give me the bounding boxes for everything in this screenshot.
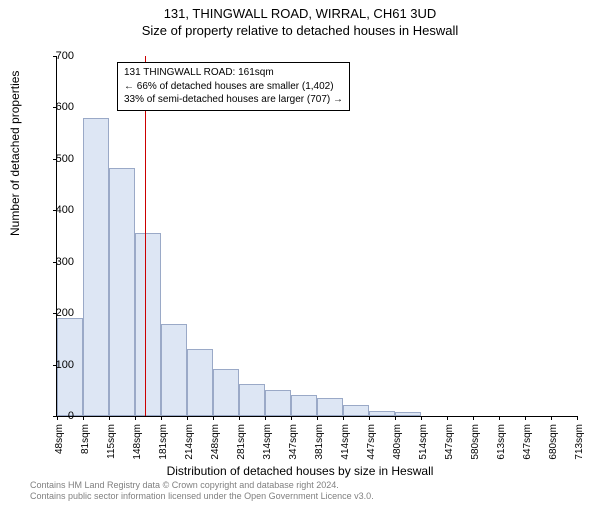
y-axis-label: Number of detached properties bbox=[8, 71, 22, 236]
histogram-bar bbox=[343, 405, 369, 416]
y-tick-label: 600 bbox=[44, 101, 74, 113]
plot-region: 48sqm81sqm115sqm148sqm181sqm214sqm248sqm… bbox=[56, 56, 577, 417]
x-tick-label: 580sqm bbox=[470, 424, 481, 460]
annotation-line: 131 THINGWALL ROAD: 161sqm bbox=[124, 66, 343, 80]
x-tick-label: 647sqm bbox=[522, 424, 533, 460]
y-tick-label: 700 bbox=[44, 50, 74, 62]
annotation-line: 33% of semi-detached houses are larger (… bbox=[124, 93, 343, 107]
x-tick-label: 214sqm bbox=[184, 424, 195, 460]
y-tick-label: 200 bbox=[44, 307, 74, 319]
annotation-line: ← 66% of detached houses are smaller (1,… bbox=[124, 80, 343, 94]
histogram-bar bbox=[239, 384, 265, 416]
x-tick-label: 48sqm bbox=[54, 424, 65, 454]
y-tick-label: 100 bbox=[44, 359, 74, 371]
histogram-bar bbox=[83, 118, 109, 416]
x-tick-label: 248sqm bbox=[210, 424, 221, 460]
histogram-bar bbox=[135, 233, 161, 416]
x-tick-label: 447sqm bbox=[366, 424, 377, 460]
y-tick-label: 500 bbox=[44, 153, 74, 165]
x-tick-label: 414sqm bbox=[340, 424, 351, 460]
x-tick-label: 115sqm bbox=[106, 424, 117, 459]
x-tick-label: 148sqm bbox=[132, 424, 143, 460]
histogram-bar bbox=[213, 369, 239, 416]
x-tick-label: 281sqm bbox=[236, 424, 247, 460]
x-tick-label: 514sqm bbox=[418, 424, 429, 460]
histogram-bar bbox=[291, 395, 317, 416]
chart-title-sub: Size of property relative to detached ho… bbox=[0, 23, 600, 38]
footer-attribution: Contains HM Land Registry data © Crown c… bbox=[30, 480, 374, 502]
x-tick-label: 547sqm bbox=[444, 424, 455, 460]
x-tick-label: 381sqm bbox=[314, 424, 325, 460]
x-tick-label: 680sqm bbox=[548, 424, 559, 460]
x-tick-label: 347sqm bbox=[288, 424, 299, 460]
histogram-bar bbox=[317, 398, 343, 416]
histogram-bar bbox=[109, 168, 135, 416]
chart-title-main: 131, THINGWALL ROAD, WIRRAL, CH61 3UD bbox=[0, 6, 600, 21]
footer-line-2: Contains public sector information licen… bbox=[30, 491, 374, 502]
histogram-bar bbox=[187, 349, 213, 416]
histogram-bar bbox=[395, 412, 421, 416]
x-axis-label: Distribution of detached houses by size … bbox=[0, 464, 600, 478]
x-tick-label: 81sqm bbox=[80, 424, 91, 454]
x-tick-label: 314sqm bbox=[262, 424, 273, 460]
y-tick-label: 400 bbox=[44, 204, 74, 216]
chart-container: 131, THINGWALL ROAD, WIRRAL, CH61 3UD Si… bbox=[0, 6, 600, 506]
y-tick-label: 0 bbox=[44, 410, 74, 422]
histogram-bar bbox=[161, 324, 187, 416]
x-tick-label: 613sqm bbox=[496, 424, 507, 460]
histogram-bar bbox=[265, 390, 291, 416]
x-tick-label: 713sqm bbox=[574, 424, 585, 460]
annotation-box: 131 THINGWALL ROAD: 161sqm← 66% of detac… bbox=[117, 62, 350, 111]
x-tick-label: 181sqm bbox=[158, 424, 169, 460]
footer-line-1: Contains HM Land Registry data © Crown c… bbox=[30, 480, 374, 491]
histogram-bar bbox=[369, 411, 395, 416]
chart-area: 48sqm81sqm115sqm148sqm181sqm214sqm248sqm… bbox=[56, 56, 576, 416]
y-tick-label: 300 bbox=[44, 256, 74, 268]
x-tick-label: 480sqm bbox=[392, 424, 403, 460]
